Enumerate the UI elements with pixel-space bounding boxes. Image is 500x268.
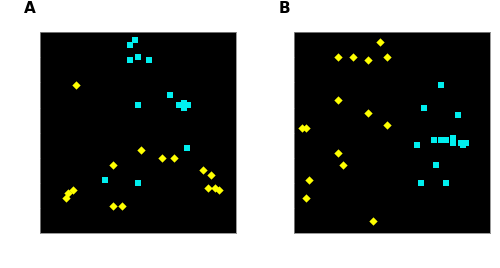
- Point: [412, 143, 420, 147]
- Point: [459, 143, 467, 147]
- Point: [298, 125, 306, 130]
- Point: [183, 146, 191, 150]
- Point: [170, 156, 178, 160]
- Point: [302, 196, 310, 200]
- Point: [430, 138, 438, 142]
- Point: [208, 173, 216, 177]
- Point: [180, 105, 188, 110]
- Point: [64, 191, 72, 195]
- Point: [134, 55, 142, 59]
- Point: [210, 186, 218, 190]
- Text: B: B: [278, 1, 290, 16]
- Point: [364, 110, 372, 115]
- Point: [450, 140, 458, 145]
- Point: [166, 93, 174, 97]
- Point: [72, 83, 80, 87]
- Y-axis label: PC2 (17.62%): PC2 (17.62%): [2, 99, 12, 166]
- Point: [368, 218, 376, 223]
- Point: [174, 103, 182, 107]
- Point: [442, 181, 450, 185]
- Point: [134, 103, 142, 107]
- X-axis label: PC1 (33.33%): PC1 (33.33%): [104, 253, 171, 263]
- Point: [126, 43, 134, 47]
- Point: [204, 186, 212, 190]
- Point: [432, 163, 440, 168]
- Y-axis label: PC2 (8.47%): PC2 (8.47%): [257, 102, 267, 163]
- Point: [334, 55, 342, 59]
- Point: [383, 123, 391, 127]
- Point: [180, 100, 188, 105]
- Point: [216, 188, 224, 193]
- Point: [199, 168, 207, 173]
- Point: [110, 203, 118, 208]
- Point: [184, 103, 192, 107]
- Point: [418, 181, 426, 185]
- Point: [442, 138, 450, 142]
- Point: [454, 113, 462, 117]
- Point: [420, 105, 428, 110]
- Point: [110, 163, 118, 168]
- Point: [158, 156, 166, 160]
- Point: [450, 136, 458, 140]
- Point: [305, 178, 313, 183]
- Point: [437, 138, 445, 142]
- Point: [302, 125, 310, 130]
- Point: [462, 140, 469, 145]
- Point: [134, 181, 142, 185]
- Point: [364, 58, 372, 62]
- Point: [137, 148, 145, 152]
- Point: [62, 196, 70, 200]
- Title: Weighted UniFrac: Weighted UniFrac: [92, 20, 184, 30]
- Point: [101, 178, 109, 183]
- Text: A: A: [24, 1, 36, 16]
- Point: [456, 140, 464, 145]
- Point: [126, 58, 134, 62]
- Point: [437, 83, 445, 87]
- Point: [334, 98, 342, 102]
- X-axis label: PC1 (10.02%): PC1 (10.02%): [359, 253, 426, 263]
- Point: [68, 188, 76, 193]
- Title: Unweighted UniFrac: Unweighted UniFrac: [340, 20, 444, 30]
- Point: [383, 55, 391, 59]
- Point: [339, 163, 347, 168]
- Point: [334, 151, 342, 155]
- Point: [130, 38, 138, 42]
- Point: [349, 55, 357, 59]
- Point: [118, 203, 126, 208]
- Point: [376, 40, 384, 44]
- Point: [146, 58, 154, 62]
